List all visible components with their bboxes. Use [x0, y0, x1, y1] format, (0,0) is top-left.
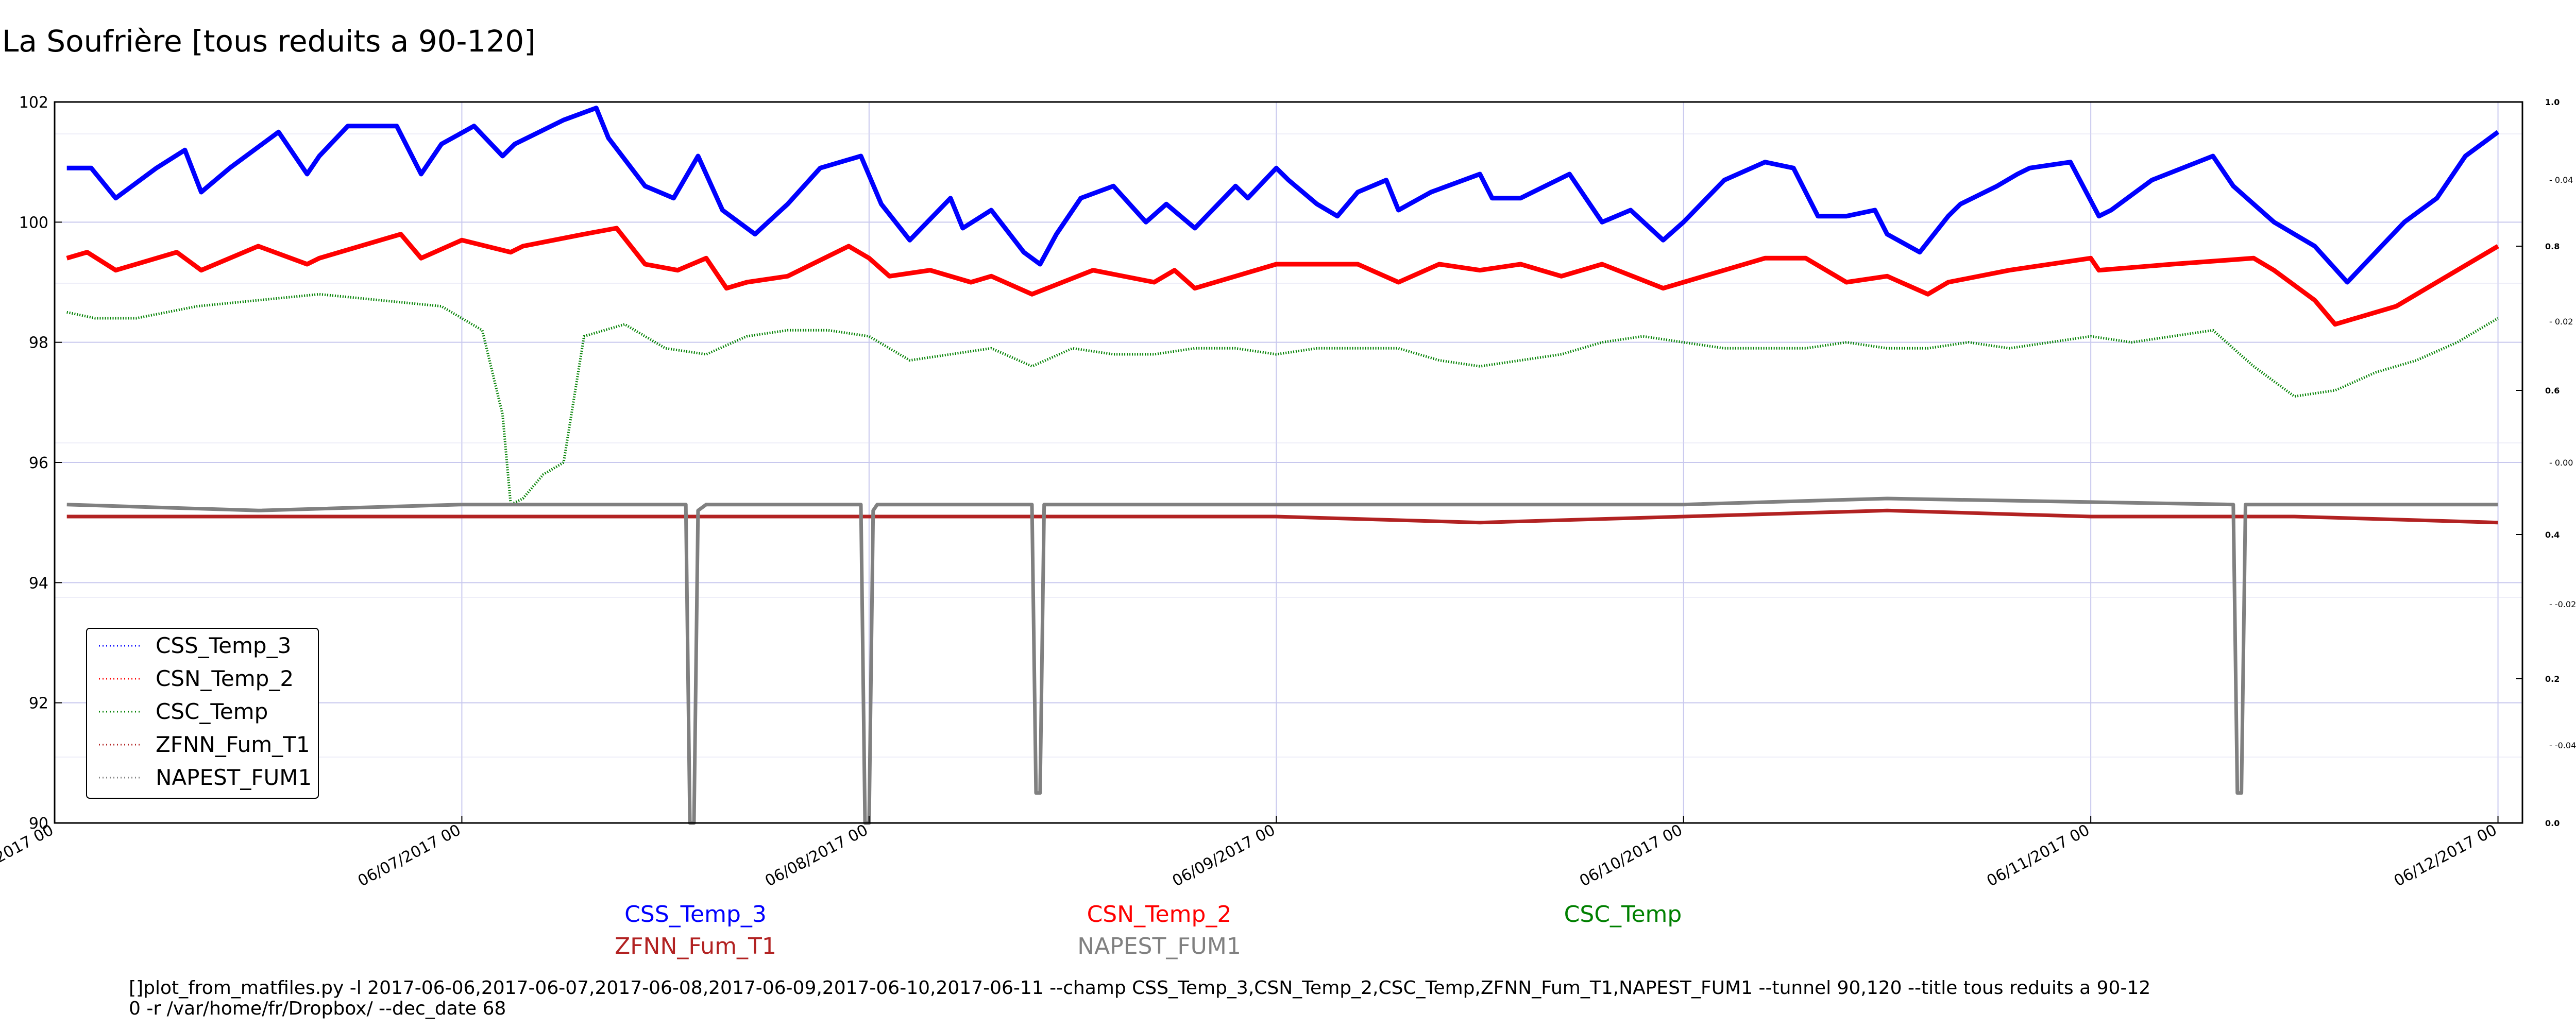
y-axis: 90 92 94 96 98 100 102	[19, 94, 62, 833]
series-line-napest-fum1	[66, 496, 2498, 825]
series-layer	[66, 106, 2500, 825]
secondary-y-axis: 0.0 0.2 0.4 0.6 0.8 1.0	[2516, 97, 2560, 828]
caption-label: CSN_Temp_2	[1087, 901, 1232, 928]
y3-tick-label: - -0.02	[2549, 599, 2576, 609]
caption-label: NAPEST_FUM1	[1077, 933, 1241, 959]
caption-label: CSS_Temp_3	[624, 901, 767, 928]
x-tick-label: 06/09/2017 00	[1170, 821, 1278, 890]
y3-tick-label: - 0.04	[2549, 175, 2573, 185]
y-tick-label: 100	[19, 214, 48, 232]
y3-tick-label: - 0.00	[2549, 458, 2573, 468]
legend: CSS_Temp_3 CSN_Temp_2 CSC_Temp ZFNN_Fum_T1 N…	[86, 628, 319, 799]
tertiary-y-axis: - -0.04 - -0.02 - 0.00 - 0.02 - 0.04	[2549, 175, 2576, 750]
y-tick-label: 96	[29, 454, 48, 472]
x-tick-label: 06/12/2017 00	[2391, 821, 2500, 890]
chart-title: La Soufrière [tous reduits a 90-120]	[2, 24, 536, 59]
series-line-csn-temp-2	[66, 226, 2499, 327]
series-captions: CSS_Temp_3 CSN_Temp_2 CSC_Temp ZFNN_Fum_T1 N…	[615, 901, 1682, 959]
series-line-css-temp-3	[66, 106, 2500, 285]
y2-tick-label: 0.4	[2545, 530, 2560, 540]
y2-tick-label: 1.0	[2545, 97, 2560, 107]
y-tick-label: 94	[29, 574, 48, 592]
command-line-2: 0 -r /var/home/fr/Dropbox/ --dec_date 68	[129, 998, 506, 1019]
y-tick-label: 98	[29, 334, 48, 352]
y2-tick-label: 0.8	[2545, 242, 2560, 251]
caption-label: ZFNN_Fum_T1	[615, 933, 776, 959]
x-tick-label: 06/06/2017 00	[0, 821, 57, 890]
legend-label: CSS_Temp_3	[156, 633, 291, 658]
y3-tick-label: - -0.04	[2549, 741, 2576, 750]
grid	[54, 101, 2522, 823]
command-line-1: []plot_from_matfiles.py -l 2017-06-06,20…	[129, 977, 2151, 999]
x-tick-label: 06/07/2017 00	[355, 821, 464, 890]
y2-tick-label: 0.0	[2545, 818, 2560, 828]
series-line-zfnn-fum-t1	[66, 508, 2498, 525]
legend-box	[86, 628, 319, 799]
caption-label: CSC_Temp	[1564, 901, 1682, 928]
legend-label: CSC_Temp	[156, 699, 268, 724]
legend-label: ZFNN_Fum_T1	[156, 732, 310, 757]
x-axis: 06/06/2017 00 06/07/2017 00 06/08/2017 00 0…	[0, 816, 2500, 890]
series-line-csc-temp	[66, 293, 2499, 506]
y2-tick-label: 0.6	[2545, 386, 2560, 396]
y-tick-label: 102	[19, 94, 48, 112]
x-tick-label: 06/11/2017 00	[1984, 821, 2093, 890]
y2-tick-label: 0.2	[2545, 674, 2560, 684]
legend-label: CSN_Temp_2	[156, 666, 294, 691]
legend-label: NAPEST_FUM1	[156, 765, 312, 790]
x-tick-label: 06/08/2017 00	[762, 821, 871, 890]
y-tick-label: 90	[29, 815, 48, 833]
y3-tick-label: - 0.02	[2549, 317, 2573, 327]
y-tick-label: 92	[29, 695, 48, 713]
x-tick-label: 06/10/2017 00	[1577, 821, 1685, 890]
